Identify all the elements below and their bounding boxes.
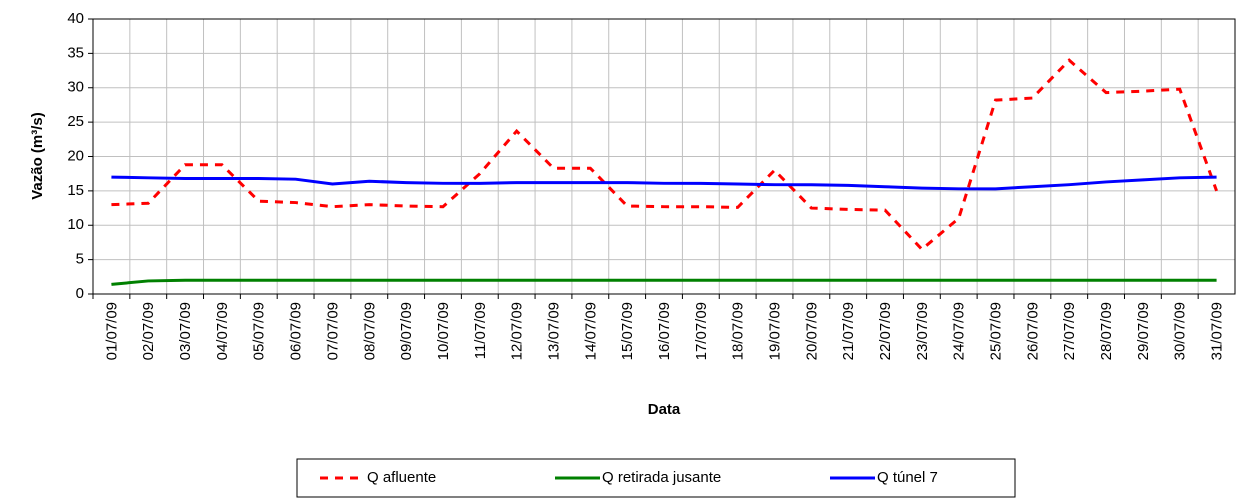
x-tick-label: 08/07/09 xyxy=(361,302,378,360)
y-tick-label: 30 xyxy=(67,79,84,96)
legend-label: Q afluente xyxy=(367,469,436,486)
x-tick-label: 01/07/09 xyxy=(103,302,120,360)
x-tick-label: 13/07/09 xyxy=(545,302,562,360)
x-tick-label: 14/07/09 xyxy=(582,302,599,360)
y-tick-label: 25 xyxy=(67,113,84,130)
x-tick-label: 19/07/09 xyxy=(766,302,783,360)
y-tick-label: 15 xyxy=(67,182,84,199)
series-line xyxy=(111,58,1218,252)
plot-area xyxy=(92,18,1236,295)
series-line xyxy=(111,278,1217,286)
x-tick-label: 07/07/09 xyxy=(324,302,341,360)
x-tick-label: 26/07/09 xyxy=(1024,302,1041,360)
legend-label: Q retirada jusante xyxy=(602,469,721,486)
x-tick-label: 10/07/09 xyxy=(435,302,452,360)
x-tick-label: 31/07/09 xyxy=(1209,302,1226,360)
y-tick-label: 20 xyxy=(67,147,84,164)
x-tick-label: 11/07/09 xyxy=(472,302,489,359)
legend xyxy=(296,458,1016,498)
x-tick-label: 12/07/09 xyxy=(509,302,526,360)
x-tick-label: 16/07/09 xyxy=(656,302,673,360)
y-tick-label: 5 xyxy=(76,251,84,268)
y-tick-label: 35 xyxy=(67,44,84,61)
x-tick-label: 29/07/09 xyxy=(1135,302,1152,360)
x-tick-label: 24/07/09 xyxy=(951,302,968,360)
x-tick-label: 05/07/09 xyxy=(251,302,268,360)
x-tick-label: 23/07/09 xyxy=(914,302,931,360)
x-tick-label: 21/07/09 xyxy=(840,302,857,360)
series-line xyxy=(111,175,1217,191)
x-tick-label: 25/07/09 xyxy=(988,302,1005,360)
y-tick-label: 40 xyxy=(67,10,84,27)
x-tick-label: 28/07/09 xyxy=(1098,302,1115,360)
x-tick-label: 02/07/09 xyxy=(140,302,157,360)
y-tick-label: 0 xyxy=(76,285,84,302)
x-tick-label: 04/07/09 xyxy=(214,302,231,360)
x-tick-label: 15/07/09 xyxy=(619,302,636,360)
x-tick-label: 18/07/09 xyxy=(730,302,747,360)
x-tick-label: 20/07/09 xyxy=(803,302,820,360)
x-tick-label: 17/07/09 xyxy=(693,302,710,360)
x-tick-label: 27/07/09 xyxy=(1061,302,1078,360)
x-axis-title: Data xyxy=(648,401,681,418)
x-tick-label: 06/07/09 xyxy=(288,302,305,360)
y-tick-label: 10 xyxy=(67,216,84,233)
legend-label: Q túnel 7 xyxy=(877,469,938,486)
y-axis-title: Vazão (m³/s) xyxy=(29,112,46,200)
x-tick-label: 30/07/09 xyxy=(1172,302,1189,360)
x-tick-label: 09/07/09 xyxy=(398,302,415,360)
x-tick-label: 22/07/09 xyxy=(877,302,894,360)
x-tick-label: 03/07/09 xyxy=(177,302,194,360)
